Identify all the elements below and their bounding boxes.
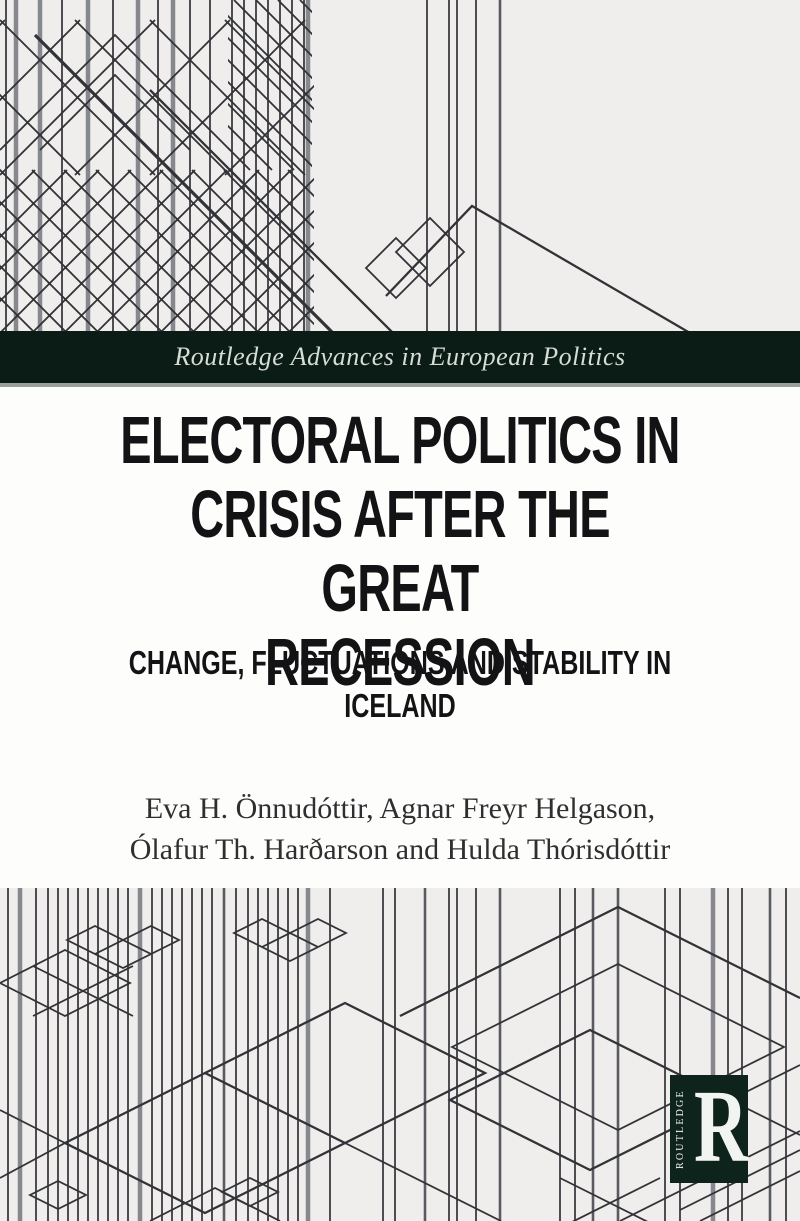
book-title-line-3: RECESSION	[265, 625, 536, 700]
routledge-logo-wordmark: ROUTLEDGE	[675, 1089, 686, 1169]
routledge-r-icon: R	[693, 1068, 748, 1184]
book-title-line-2: CRISIS AFTER THE GREAT	[190, 477, 610, 626]
book-authors: Eva H. Önnudóttir, Agnar Freyr Helgason,…	[0, 788, 800, 870]
series-title: Routledge Advances in European Politics	[174, 342, 626, 371]
book-subtitle-line-1: CHANGE, FLUCTUATIONS AND STABILITY IN	[128, 644, 672, 681]
book-subtitle: CHANGE, FLUCTUATIONS AND STABILITY IN IC…	[96, 641, 704, 727]
book-subtitle-line-2: ICELAND	[344, 687, 456, 724]
authors-line-1: Eva H. Önnudóttir, Agnar Freyr Helgason,	[144, 792, 656, 825]
series-banner: Routledge Advances in European Politics	[0, 331, 800, 387]
authors-line-2: Ólafur Th. Harðarson and Hulda Thórisdót…	[129, 833, 671, 866]
book-title-line-1: ELECTORAL POLITICS IN	[120, 403, 680, 478]
top-pattern-graphic	[0, 0, 691, 333]
book-title: ELECTORAL POLITICS IN CRISIS AFTER THE G…	[120, 404, 680, 700]
routledge-logo: ROUTLEDGE R	[670, 1068, 748, 1184]
cover-center-panel	[0, 387, 800, 888]
